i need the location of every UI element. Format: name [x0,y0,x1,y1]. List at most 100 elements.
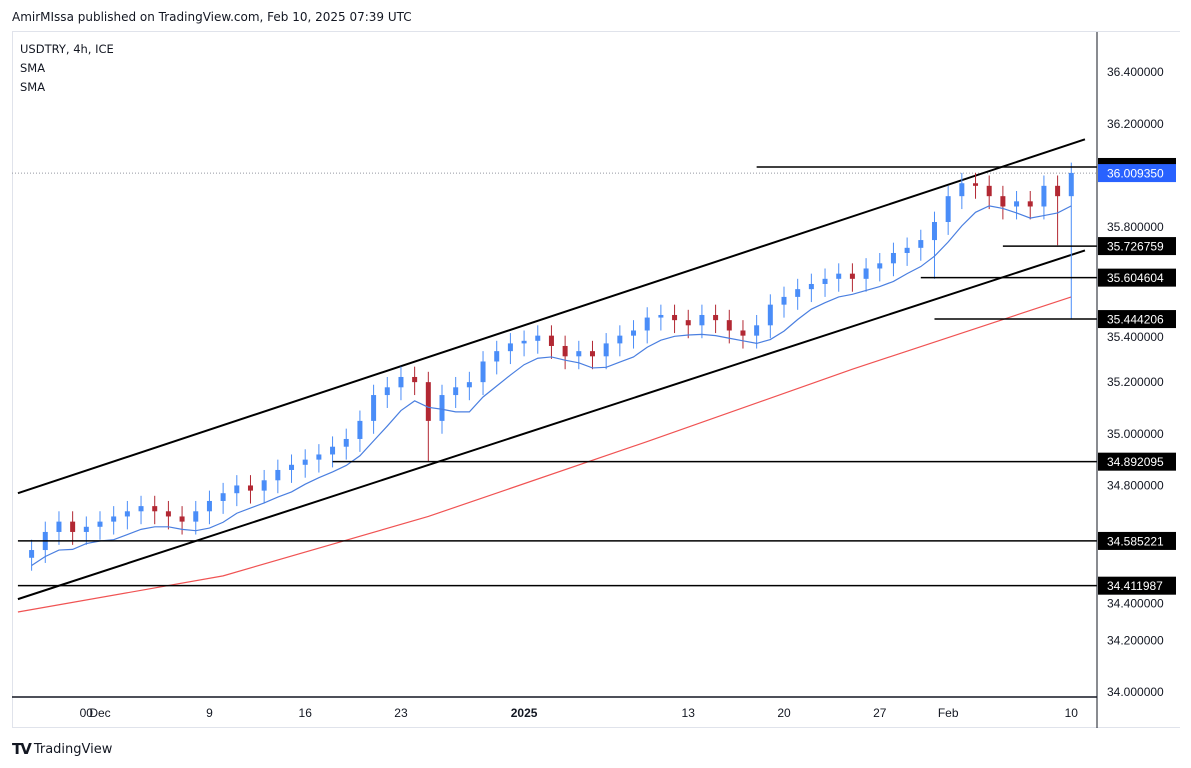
level-label: 34.585221 [1107,534,1164,548]
candle-body [165,511,171,517]
candle-body [83,526,89,532]
candle-body [877,263,883,269]
channel-line-1 [17,249,1086,601]
candle-body [1055,185,1061,197]
candle-body [959,183,965,197]
time-tick-label: 10 [1065,706,1079,720]
candle-body [1041,185,1047,207]
candle-body [754,325,760,336]
time-tick-label: 2025 [511,706,538,720]
candle-body [808,283,814,290]
price-tick-label: 35.400000 [1107,330,1164,344]
candle-body [124,511,130,517]
candle-body [220,493,226,501]
candle-body [1014,201,1020,207]
time-tick-label: 23 [394,706,408,720]
candle-body [535,335,541,341]
candle-body [521,340,527,344]
sma-slow-line [17,296,1072,613]
candle-body [398,376,404,388]
candle-body [29,550,35,558]
candle-body [699,314,705,326]
candle-body [206,500,212,512]
candle-body [849,273,855,279]
candle-body [425,382,431,421]
candle-body [97,521,103,527]
candle-body [480,361,486,383]
candle-body [289,464,295,470]
candle-body [507,343,513,352]
level-label-bg [1098,531,1176,550]
candle-body [685,320,691,326]
candle-body [193,511,199,522]
time-tick-label: 9 [206,706,213,720]
candle-body [672,314,678,321]
candle-body [795,289,801,297]
time-tick-label: 13 [682,706,696,720]
last-price-label-bg [1098,164,1176,183]
candle-body [439,395,445,421]
level-label: 35.726759 [1107,240,1164,254]
candle-body [767,304,773,326]
time-tick-label: 00 [80,706,94,720]
symbol-label[interactable]: USDTRY, 4h, ICE [20,42,114,56]
time-tick-label: Dec [89,706,110,720]
candle-body [918,240,924,248]
candle-body [617,335,623,344]
candle-body [945,196,951,222]
time-tick-label: 20 [777,706,791,720]
candle-body [904,247,910,253]
level-label: 34.892095 [1107,455,1164,469]
candle-body [1027,201,1033,207]
candle-body [111,516,117,522]
candle-body [179,516,185,522]
sma-indicator-1[interactable]: SMA [20,61,46,75]
level-label-bg [1098,310,1176,329]
sma-fast-line [31,205,1072,567]
level-label: 34.411987 [1107,579,1163,593]
price-tick-label: 34.200000 [1107,633,1164,647]
price-tick-label: 35.000000 [1107,427,1164,441]
candle-body [863,268,869,279]
sma-indicator-2[interactable]: SMA [20,80,46,94]
candle-body [603,343,609,357]
level-label: 35.604604 [1107,271,1164,285]
plot-area [12,138,1097,613]
price-tick-label: 36.200000 [1107,117,1164,131]
candle-body [726,320,732,331]
time-tick-label: 16 [299,706,313,720]
candle-body [453,387,459,396]
candle-body [247,485,253,491]
level-label-bg [1098,452,1176,471]
candle-body [316,454,322,460]
candle-body [302,459,308,465]
candle-body [56,521,62,532]
candle-body [1000,196,1006,207]
candle-body [384,387,390,396]
candle-body [836,273,842,279]
tv-logo-icon: TV [12,740,32,758]
level-label-bg [1098,237,1176,256]
level-label: 35.444206 [1107,313,1164,327]
candle-body [494,351,500,362]
candle-body [466,382,472,388]
candle-body [152,506,158,512]
candle-body [890,252,896,264]
candle-body [589,351,595,357]
level-label-bg [1098,268,1176,287]
candle-body [931,221,937,241]
candle-body [973,183,979,186]
time-tick-label: Feb [938,706,959,720]
candle-body [562,345,568,357]
tradingview-logo[interactable]: TV TradingView [12,740,112,758]
chart-legend: USDTRY, 4h, ICE SMA SMA [20,40,114,97]
candle-body [1068,172,1074,197]
candle-body [234,485,240,494]
candle-body [138,506,144,512]
candle-body [330,446,336,455]
candle-body [275,469,281,481]
candle-body [70,521,76,532]
candle-body [781,296,787,305]
candle-body [412,376,418,383]
